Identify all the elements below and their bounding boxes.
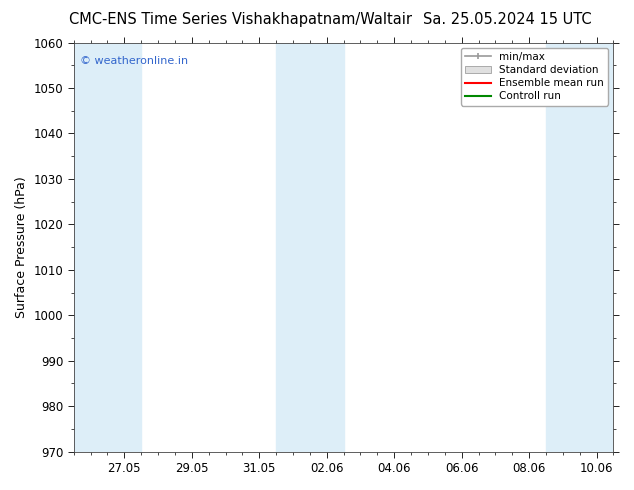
Bar xyxy=(276,43,344,452)
Legend: min/max, Standard deviation, Ensemble mean run, Controll run: min/max, Standard deviation, Ensemble me… xyxy=(461,48,608,105)
Y-axis label: Surface Pressure (hPa): Surface Pressure (hPa) xyxy=(15,176,28,318)
Text: CMC-ENS Time Series Vishakhapatnam/Waltair: CMC-ENS Time Series Vishakhapatnam/Walta… xyxy=(69,12,413,27)
Text: © weatheronline.in: © weatheronline.in xyxy=(80,56,188,66)
Bar xyxy=(546,43,614,452)
Bar xyxy=(74,43,141,452)
Text: Sa. 25.05.2024 15 UTC: Sa. 25.05.2024 15 UTC xyxy=(423,12,592,27)
